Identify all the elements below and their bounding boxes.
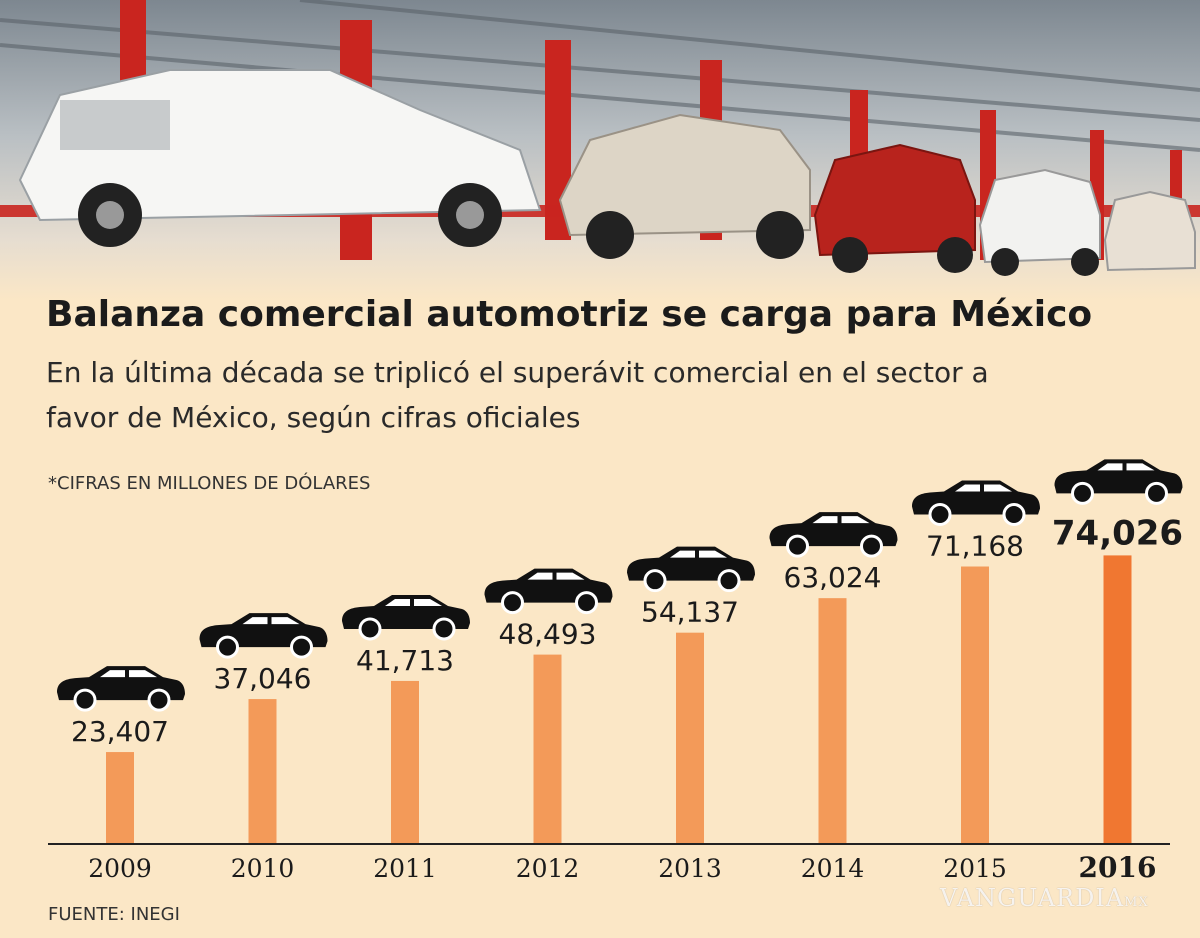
car-window-front bbox=[955, 484, 980, 492]
car-wheel-rear bbox=[1002, 503, 1026, 527]
watermark-text: VANGUARDIA bbox=[940, 884, 1125, 912]
value-label-2011: 41,713 bbox=[356, 644, 454, 677]
bar-2010 bbox=[248, 699, 277, 843]
bars-layer: 23,407 2009 37,046 2010 41,713 2011 48,493 2012… bbox=[48, 459, 1183, 880]
car-window-rear bbox=[984, 484, 1012, 492]
car-window-front bbox=[1097, 463, 1123, 471]
car-window-front bbox=[670, 550, 695, 558]
car-wheel-front bbox=[501, 591, 524, 615]
car-icon bbox=[57, 666, 185, 712]
car-window-rear bbox=[414, 598, 442, 606]
car-window-rear bbox=[129, 670, 157, 678]
car-wheel-front bbox=[1071, 481, 1094, 505]
watermark-logo: VANGUARDIAMX bbox=[940, 884, 1149, 912]
car-window-rear bbox=[699, 550, 727, 558]
car-icon bbox=[484, 568, 613, 615]
value-label-2010: 37,046 bbox=[214, 662, 312, 695]
year-label-2015: 2015 bbox=[943, 854, 1007, 880]
bar-2011 bbox=[391, 680, 419, 843]
car-window-rear bbox=[271, 617, 300, 625]
car-wheel-rear bbox=[290, 635, 313, 659]
chart-title: Balanza comercial automotriz se carga pa… bbox=[46, 294, 1093, 335]
car-icon bbox=[769, 512, 898, 558]
year-label-2011: 2011 bbox=[373, 854, 437, 880]
year-label-2013: 2013 bbox=[658, 854, 722, 880]
value-label-2016: 74,026 bbox=[1052, 513, 1183, 553]
car-wheel-rear bbox=[432, 617, 456, 641]
value-label-2014: 63,024 bbox=[784, 561, 882, 594]
car-window-front bbox=[527, 572, 553, 580]
bar-2012 bbox=[533, 654, 562, 843]
chart-subtitle: En la última década se triplicó el super… bbox=[46, 356, 989, 434]
car-wheel-rear bbox=[147, 688, 171, 712]
car-wheel-front bbox=[216, 635, 239, 659]
year-label-2016: 2016 bbox=[1079, 851, 1157, 880]
bar-2013 bbox=[676, 632, 704, 843]
car-window-front bbox=[100, 670, 125, 678]
car-wheel-front bbox=[643, 569, 667, 593]
car-window-front bbox=[812, 516, 838, 524]
car-icon bbox=[342, 594, 470, 641]
car-window-front bbox=[385, 598, 410, 606]
watermark-suffix: MX bbox=[1124, 895, 1149, 910]
car-wheel-front bbox=[358, 617, 382, 641]
value-label-2012: 48,493 bbox=[499, 618, 597, 651]
car-window-front bbox=[242, 617, 268, 625]
car-icon bbox=[627, 546, 755, 593]
value-label-2015: 71,168 bbox=[926, 530, 1024, 563]
value-label-2013: 54,137 bbox=[641, 596, 739, 629]
year-label-2012: 2012 bbox=[516, 854, 580, 880]
car-window-rear bbox=[1126, 463, 1155, 471]
car-wheel-front bbox=[928, 503, 952, 527]
bar-chart: 23,407 2009 37,046 2010 41,713 2011 48,493 2012… bbox=[48, 459, 1183, 880]
unit-note: *CIFRAS EN MILLONES DE DÓLARES bbox=[48, 473, 371, 494]
car-window-rear bbox=[841, 516, 870, 524]
car-wheel-rear bbox=[1145, 481, 1168, 505]
car-wheel-front bbox=[73, 688, 97, 712]
car-window-rear bbox=[556, 572, 585, 580]
value-label-2009: 23,407 bbox=[71, 715, 169, 748]
car-icon bbox=[1054, 459, 1183, 505]
car-wheel-rear bbox=[717, 569, 741, 593]
bar-2014 bbox=[818, 598, 847, 843]
car-wheel-front bbox=[786, 534, 809, 558]
car-icon bbox=[199, 613, 328, 659]
source-note: FUENTE: INEGI bbox=[48, 904, 180, 925]
car-icon bbox=[912, 480, 1040, 527]
bar-2009 bbox=[106, 752, 134, 843]
year-label-2010: 2010 bbox=[231, 854, 295, 880]
year-label-2014: 2014 bbox=[801, 854, 865, 880]
bar-2015 bbox=[961, 566, 989, 843]
car-assembly-line-photo bbox=[0, 0, 1200, 300]
bar-2016 bbox=[1103, 555, 1132, 843]
car-wheel-rear bbox=[860, 534, 883, 558]
car-wheel-rear bbox=[575, 591, 598, 615]
year-label-2009: 2009 bbox=[88, 854, 152, 880]
